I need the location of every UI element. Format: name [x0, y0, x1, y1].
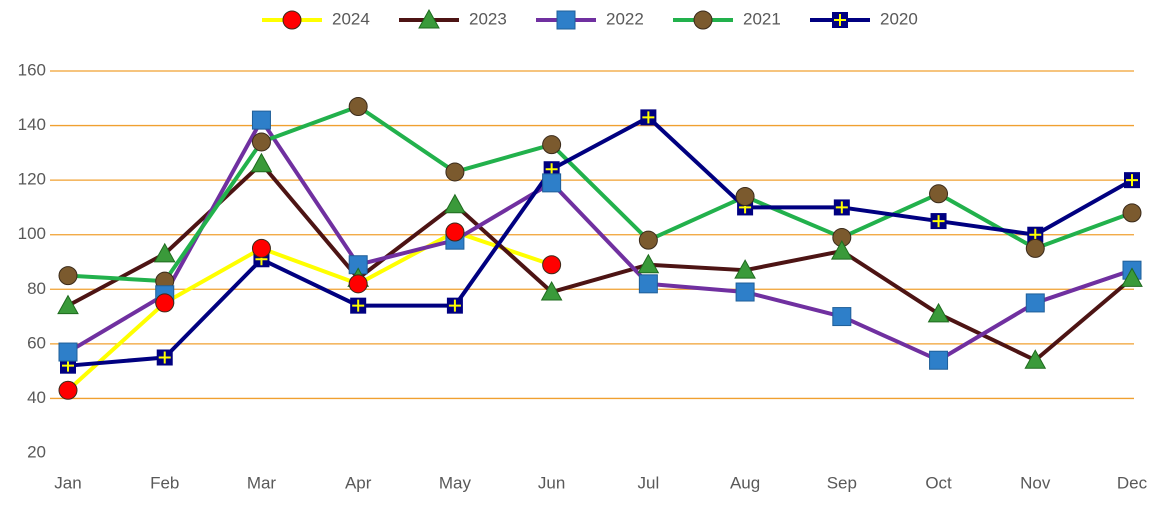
marker [540, 280, 563, 301]
series-line [67, 115, 1133, 368]
marker [637, 253, 660, 274]
marker [58, 342, 78, 362]
marker [542, 173, 562, 193]
marker [57, 294, 79, 315]
marker [734, 259, 756, 279]
legend-label: 2022 [606, 9, 644, 28]
marker [58, 380, 78, 400]
marker [446, 297, 463, 314]
marker [542, 135, 562, 155]
marker [1124, 172, 1140, 189]
legend-item: 2022 [536, 9, 644, 30]
marker [445, 162, 465, 182]
series-line [66, 118, 1133, 363]
marker [1025, 293, 1045, 313]
marker [445, 222, 465, 242]
legend-label: 2023 [469, 9, 507, 28]
series-line [67, 104, 1133, 284]
marker [60, 357, 76, 374]
marker [832, 307, 852, 327]
marker [735, 282, 755, 302]
marker [1025, 238, 1045, 258]
y-tick-label: 40 [27, 388, 46, 407]
marker-cross [834, 14, 846, 26]
marker [930, 213, 947, 230]
marker [444, 193, 466, 214]
marker [251, 132, 271, 152]
marker [1122, 203, 1142, 223]
marker-cross [62, 359, 74, 372]
marker [1121, 267, 1143, 287]
y-tick-label: 80 [27, 279, 46, 298]
marker-cross [835, 201, 848, 214]
legend-marker [693, 10, 713, 30]
marker-cross [352, 299, 365, 312]
marker [638, 274, 658, 294]
x-tick-label: Nov [1020, 473, 1051, 492]
marker [348, 274, 368, 294]
y-tick-label: 20 [27, 442, 46, 461]
y-tick-label: 140 [18, 115, 46, 134]
marker [156, 349, 173, 366]
marker-cross [158, 351, 171, 364]
marker-cross [1029, 228, 1042, 241]
legend-marker [556, 10, 576, 30]
x-tick-label: Feb [150, 473, 179, 492]
x-tick-label: Aug [730, 473, 760, 492]
marker [929, 350, 949, 370]
marker-cross [642, 111, 655, 124]
marker [927, 302, 950, 323]
marker-cross [1126, 174, 1138, 187]
legend-item: 2024 [262, 9, 370, 30]
legend-label: 2024 [332, 9, 370, 28]
marker [833, 199, 850, 216]
y-tick-label: 120 [18, 170, 46, 189]
series-line [67, 161, 1134, 363]
x-tick-label: Sep [827, 473, 857, 492]
legend-marker [282, 10, 302, 30]
marker [348, 96, 368, 116]
marker-cross [448, 299, 461, 312]
marker [542, 255, 562, 275]
legend-item: 2023 [399, 8, 507, 29]
marker [735, 187, 755, 207]
y-tick-label: 160 [18, 60, 46, 79]
marker [1027, 226, 1044, 243]
marker [350, 297, 367, 314]
marker [830, 240, 853, 260]
x-tick-label: Jul [637, 473, 659, 492]
x-tick-label: Apr [345, 473, 372, 492]
marker [638, 230, 658, 250]
series-line [66, 229, 553, 392]
x-tick-label: Jan [54, 473, 81, 492]
legend-item: 2021 [673, 9, 781, 30]
x-tick-label: Mar [247, 473, 277, 492]
marker [251, 110, 271, 130]
marker [155, 293, 175, 313]
x-tick-label: Dec [1117, 473, 1148, 492]
marker [250, 152, 273, 173]
x-tick-label: Oct [925, 473, 952, 492]
marker [251, 238, 271, 258]
legend-item: 2020 [810, 9, 918, 28]
x-tick-label: May [439, 473, 472, 492]
y-tick-label: 100 [18, 224, 46, 243]
marker [929, 184, 949, 204]
y-tick-label: 60 [27, 333, 46, 352]
legend-label: 2021 [743, 9, 781, 28]
legend-marker [832, 12, 848, 28]
marker [58, 266, 78, 286]
marker [153, 242, 176, 263]
marker [1024, 349, 1047, 369]
x-tick-label: Jun [538, 473, 565, 492]
marker [543, 161, 560, 178]
legend-label: 2020 [880, 9, 918, 28]
marker-cross [932, 215, 945, 228]
marker-cross [545, 163, 558, 176]
marker [640, 109, 657, 126]
legend-marker [418, 8, 440, 29]
